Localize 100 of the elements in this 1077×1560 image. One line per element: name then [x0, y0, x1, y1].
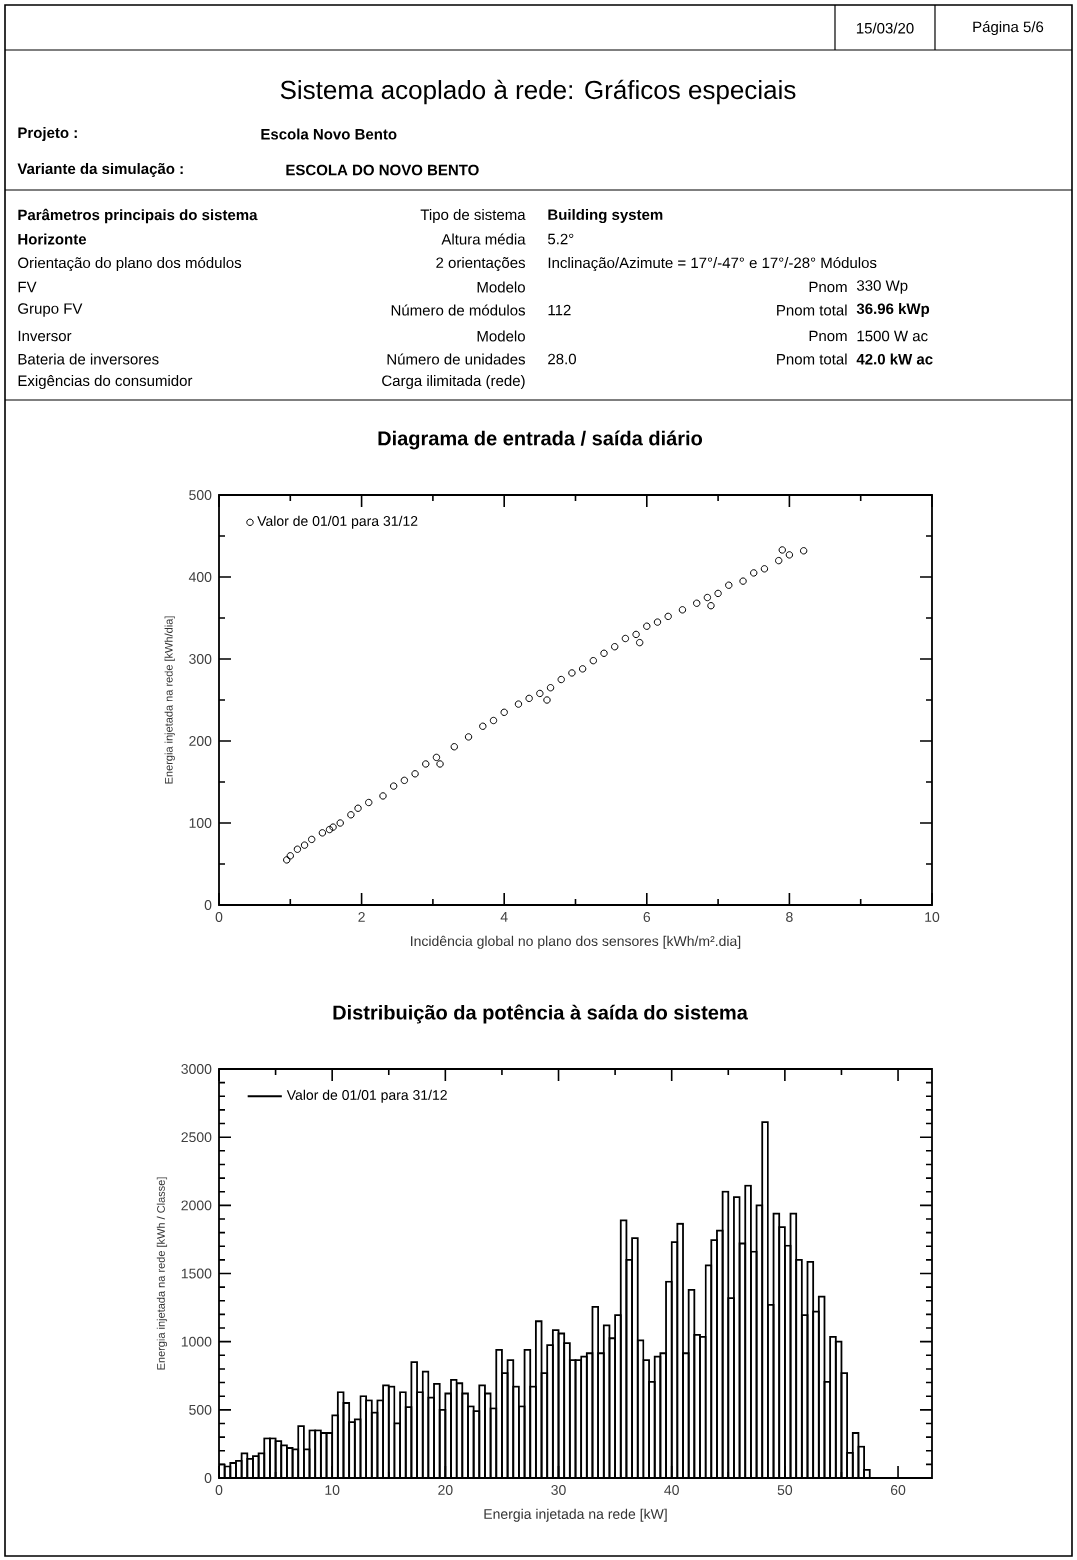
point	[799, 547, 808, 555]
text: Modelo	[477, 330, 525, 342]
text: Exigências do consumidor	[18, 375, 193, 390]
y-tick-label: 500	[189, 1404, 212, 1415]
text: Altura média	[441, 233, 526, 245]
point	[293, 845, 302, 853]
point	[450, 743, 458, 751]
y-tick-label: 0	[204, 1473, 212, 1483]
point	[479, 722, 487, 730]
text: Inclinação/Azimute = 17°/-47° e 17°/-28° Módulos	[548, 256, 877, 272]
x-tick-label: 4	[500, 912, 508, 922]
text: Página 5/6	[973, 20, 1044, 36]
point	[568, 669, 576, 677]
text: 1500 W ac	[857, 330, 928, 342]
point	[739, 577, 747, 585]
point	[750, 569, 758, 577]
y-tick-label: 400	[188, 572, 212, 582]
point	[653, 618, 662, 626]
text: 36.96 kWp	[856, 303, 930, 317]
y-tick-label: 500	[189, 490, 212, 500]
text: 5.2°	[547, 233, 574, 245]
point	[678, 606, 687, 614]
x-tick-label: 10	[925, 912, 940, 922]
text: 330 Wp	[856, 280, 908, 294]
text: Parâmetros principais do sistema	[18, 208, 258, 224]
x-tick-label: 20	[438, 1485, 453, 1495]
point	[489, 716, 498, 725]
point	[318, 829, 327, 837]
y-tick-label: 100	[189, 818, 212, 828]
y-tick-label: 3000	[181, 1064, 212, 1074]
x-tick-label: 0	[215, 1485, 223, 1495]
point	[664, 612, 672, 621]
legend-label: Valor de 01/01 para 31/12	[286, 1089, 447, 1103]
text: FV	[18, 281, 37, 293]
text: Tipo de sistema	[420, 209, 526, 223]
text: Orientação do plano dos módulos	[18, 256, 242, 272]
y-tick-label: 300	[189, 654, 212, 664]
y-tick-label: 200	[189, 736, 212, 746]
x-tick-label: 6	[643, 912, 651, 922]
point	[411, 770, 419, 778]
chart-title: Distribuição da potência à saída do sistema	[333, 1004, 748, 1024]
x-tick-label: 0	[215, 912, 223, 922]
text: Inversor	[18, 330, 72, 342]
text: Escola Novo Bento	[261, 128, 397, 140]
point	[286, 852, 294, 860]
point	[707, 602, 715, 610]
x-tick-label: 2	[358, 912, 365, 922]
text: 42.0 kW ac	[856, 353, 933, 365]
point	[336, 819, 344, 827]
text: Número de módulos	[391, 304, 526, 316]
x-tick-label: 40	[664, 1485, 679, 1495]
x-tick-label: 50	[777, 1485, 793, 1495]
point	[589, 656, 598, 665]
point	[422, 760, 430, 768]
point	[283, 856, 291, 864]
x-axis-title: Incidência global no plano dos sensores [kWh/m².dia]	[411, 935, 741, 949]
text: Variante da simulação :	[17, 163, 183, 177]
point	[300, 841, 309, 849]
y-tick-label: 1500	[181, 1268, 212, 1279]
point	[389, 782, 398, 790]
point	[347, 811, 355, 819]
point	[578, 665, 587, 673]
y-tick-label: 2000	[181, 1200, 212, 1211]
y-tick-label: 1000	[181, 1336, 212, 1347]
point	[760, 565, 769, 573]
point	[775, 556, 783, 565]
y-tick-label: 0	[204, 900, 212, 910]
text: Pnom total	[777, 353, 847, 365]
point	[600, 649, 608, 657]
point	[514, 700, 523, 708]
point	[714, 589, 722, 598]
text: Pnom	[809, 281, 847, 293]
text: Projeto :	[18, 127, 77, 141]
point	[400, 776, 409, 785]
text: 28.0	[548, 353, 576, 365]
point	[643, 622, 651, 630]
x-tick-label: 8	[786, 912, 793, 922]
point	[432, 753, 441, 762]
point	[557, 675, 565, 684]
point	[464, 733, 473, 741]
text: Building system	[548, 209, 663, 224]
text: Horizonte	[18, 233, 87, 245]
text: 112	[548, 304, 571, 316]
x-tick-label: 30	[551, 1485, 566, 1495]
text: Grupo FV	[18, 303, 83, 317]
text: ESCOLA DO NOVO BENTO	[286, 164, 479, 176]
point	[693, 599, 701, 607]
chart-title: Diagrama de entrada / saída diário	[378, 430, 703, 450]
point	[329, 823, 337, 831]
text: Modelo	[477, 281, 525, 293]
text: 15/03/20	[856, 22, 914, 34]
point	[635, 638, 644, 647]
point	[325, 825, 334, 834]
text: 2 orientações	[436, 257, 526, 272]
point	[354, 804, 362, 812]
point	[525, 694, 533, 703]
y-tick-label: 2500	[181, 1132, 212, 1143]
x-axis-title: Energia injetada na rede [kW]	[484, 1508, 667, 1522]
point	[546, 684, 555, 692]
text: Pnom	[809, 330, 847, 342]
